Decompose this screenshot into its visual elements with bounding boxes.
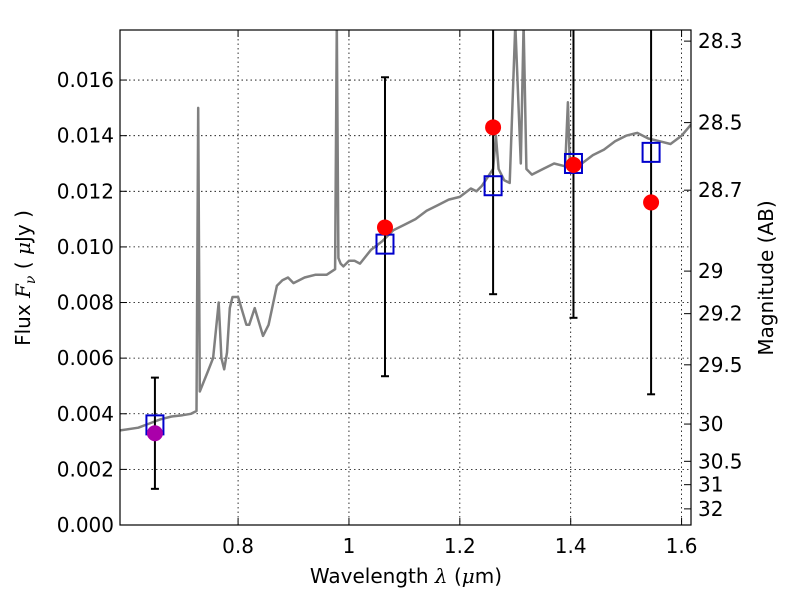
y2-tick-label: 29.5 xyxy=(698,353,743,377)
plot-frame xyxy=(119,29,692,526)
y-tick-label: 0.012 xyxy=(57,179,114,203)
y-tick-label: 0.014 xyxy=(57,124,114,148)
y-axis-unit-open: ( xyxy=(11,255,35,269)
y2-tick-label: 28.3 xyxy=(698,29,743,53)
y2-tick-label: 31 xyxy=(698,473,723,497)
x-tick-label: 1 xyxy=(343,534,356,558)
x-tick-label: 1.6 xyxy=(666,534,698,558)
observed-point xyxy=(485,119,502,136)
x-tick-label: 1.4 xyxy=(555,534,587,558)
y-axis-unit-mu: μ xyxy=(11,242,35,255)
x-axis-unit-open: ( xyxy=(448,564,462,588)
x-axis-unit-rest: m) xyxy=(475,564,502,588)
observed-photometry-points xyxy=(146,119,660,442)
x-tick-label: 0.8 xyxy=(222,534,254,558)
y2-tick-label: 29.2 xyxy=(698,302,743,326)
x-axis-title-text: Wavelength xyxy=(310,564,429,588)
y-tick-label: 0.008 xyxy=(57,291,114,315)
y2-tick-label: 29 xyxy=(698,259,723,283)
model-square xyxy=(641,141,661,163)
y-tick-label: 0.010 xyxy=(57,235,114,259)
observed-point xyxy=(376,219,393,236)
y-axis-unit-rest: Jy ) xyxy=(11,210,35,244)
y2-tick-label: 30.5 xyxy=(698,449,743,473)
y-axis-title-text: Flux xyxy=(11,304,35,346)
y2-tick-label: 32 xyxy=(698,497,723,521)
axis-ticks: 0.8 1 1.2 1.4 1.6 0.000 0.002 0.004 0.006 0.008 0.… xyxy=(57,29,743,558)
y2-tick-label: 28.7 xyxy=(698,178,743,202)
observed-point xyxy=(146,425,163,442)
y2-tick-label: 28.5 xyxy=(698,111,743,135)
y-axis-symbol-f: F xyxy=(11,283,35,299)
y-axis-title: Flux Fν ( μJy ) xyxy=(11,210,39,346)
y-tick-label: 0.004 xyxy=(57,402,114,426)
y2-tick-label: 30 xyxy=(698,412,723,436)
observed-point xyxy=(565,156,582,173)
plot-area xyxy=(120,30,691,490)
observed-point xyxy=(643,194,660,211)
x-tick-label: 1.2 xyxy=(444,534,476,558)
y-axis-symbol-nu: ν xyxy=(23,275,39,284)
y-tick-label: 0.000 xyxy=(57,513,114,537)
spectrum-line xyxy=(120,30,691,432)
model-square xyxy=(483,175,503,197)
y-tick-label: 0.016 xyxy=(57,68,114,92)
x-axis-title: Wavelength λ (μm) xyxy=(310,564,502,588)
x-axis-symbol: λ xyxy=(434,564,448,588)
y-tick-label: 0.006 xyxy=(57,346,114,370)
x-axis-unit-mu: μ xyxy=(462,564,475,588)
y-tick-label: 0.002 xyxy=(57,457,114,481)
y2-axis-title: Magnitude (AB) xyxy=(754,200,778,355)
model-square xyxy=(563,152,583,174)
